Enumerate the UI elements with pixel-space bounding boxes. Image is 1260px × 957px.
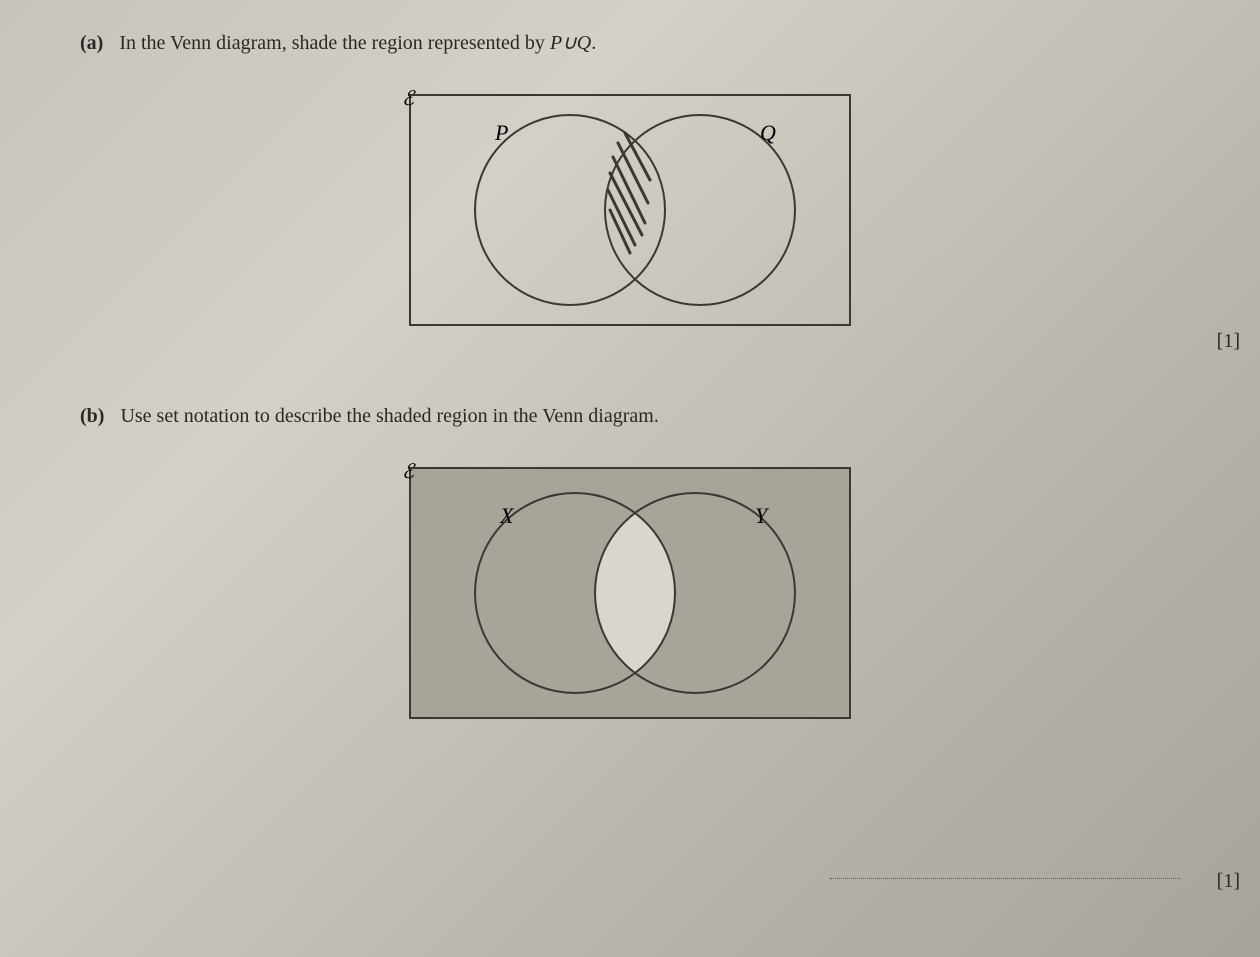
universal-label-a: ℰ <box>402 88 416 110</box>
set-label-p: P <box>494 120 508 145</box>
part-b-text: Use set notation to describe the shaded … <box>120 405 658 427</box>
venn-diagram-b: ℰ X Y <box>80 448 1180 738</box>
part-a-text-before: In the Venn diagram, shade the region re… <box>119 32 550 54</box>
venn-diagram-a: ℰ P Q <box>80 75 1180 345</box>
part-a-label: (a) <box>80 32 103 55</box>
part-a-expression: P∪Q <box>550 32 591 54</box>
part-a: (a) In the Venn diagram, shade the regio… <box>80 30 1180 345</box>
part-b: (b) Use set notation to describe the sha… <box>80 405 1180 738</box>
set-label-x: X <box>499 503 515 528</box>
marks-b: [1] <box>1217 870 1240 893</box>
venn-svg-a: ℰ P Q <box>370 75 890 345</box>
venn-svg-b: ℰ X Y <box>370 448 890 738</box>
answer-line-b <box>830 878 1180 879</box>
part-a-text-after: . <box>591 32 596 54</box>
part-a-text: In the Venn diagram, shade the region re… <box>119 32 596 54</box>
part-b-label: (b) <box>80 405 104 428</box>
marks-a: [1] <box>1217 330 1240 353</box>
set-label-q: Q <box>760 120 776 145</box>
universal-label-b: ℰ <box>402 461 416 483</box>
